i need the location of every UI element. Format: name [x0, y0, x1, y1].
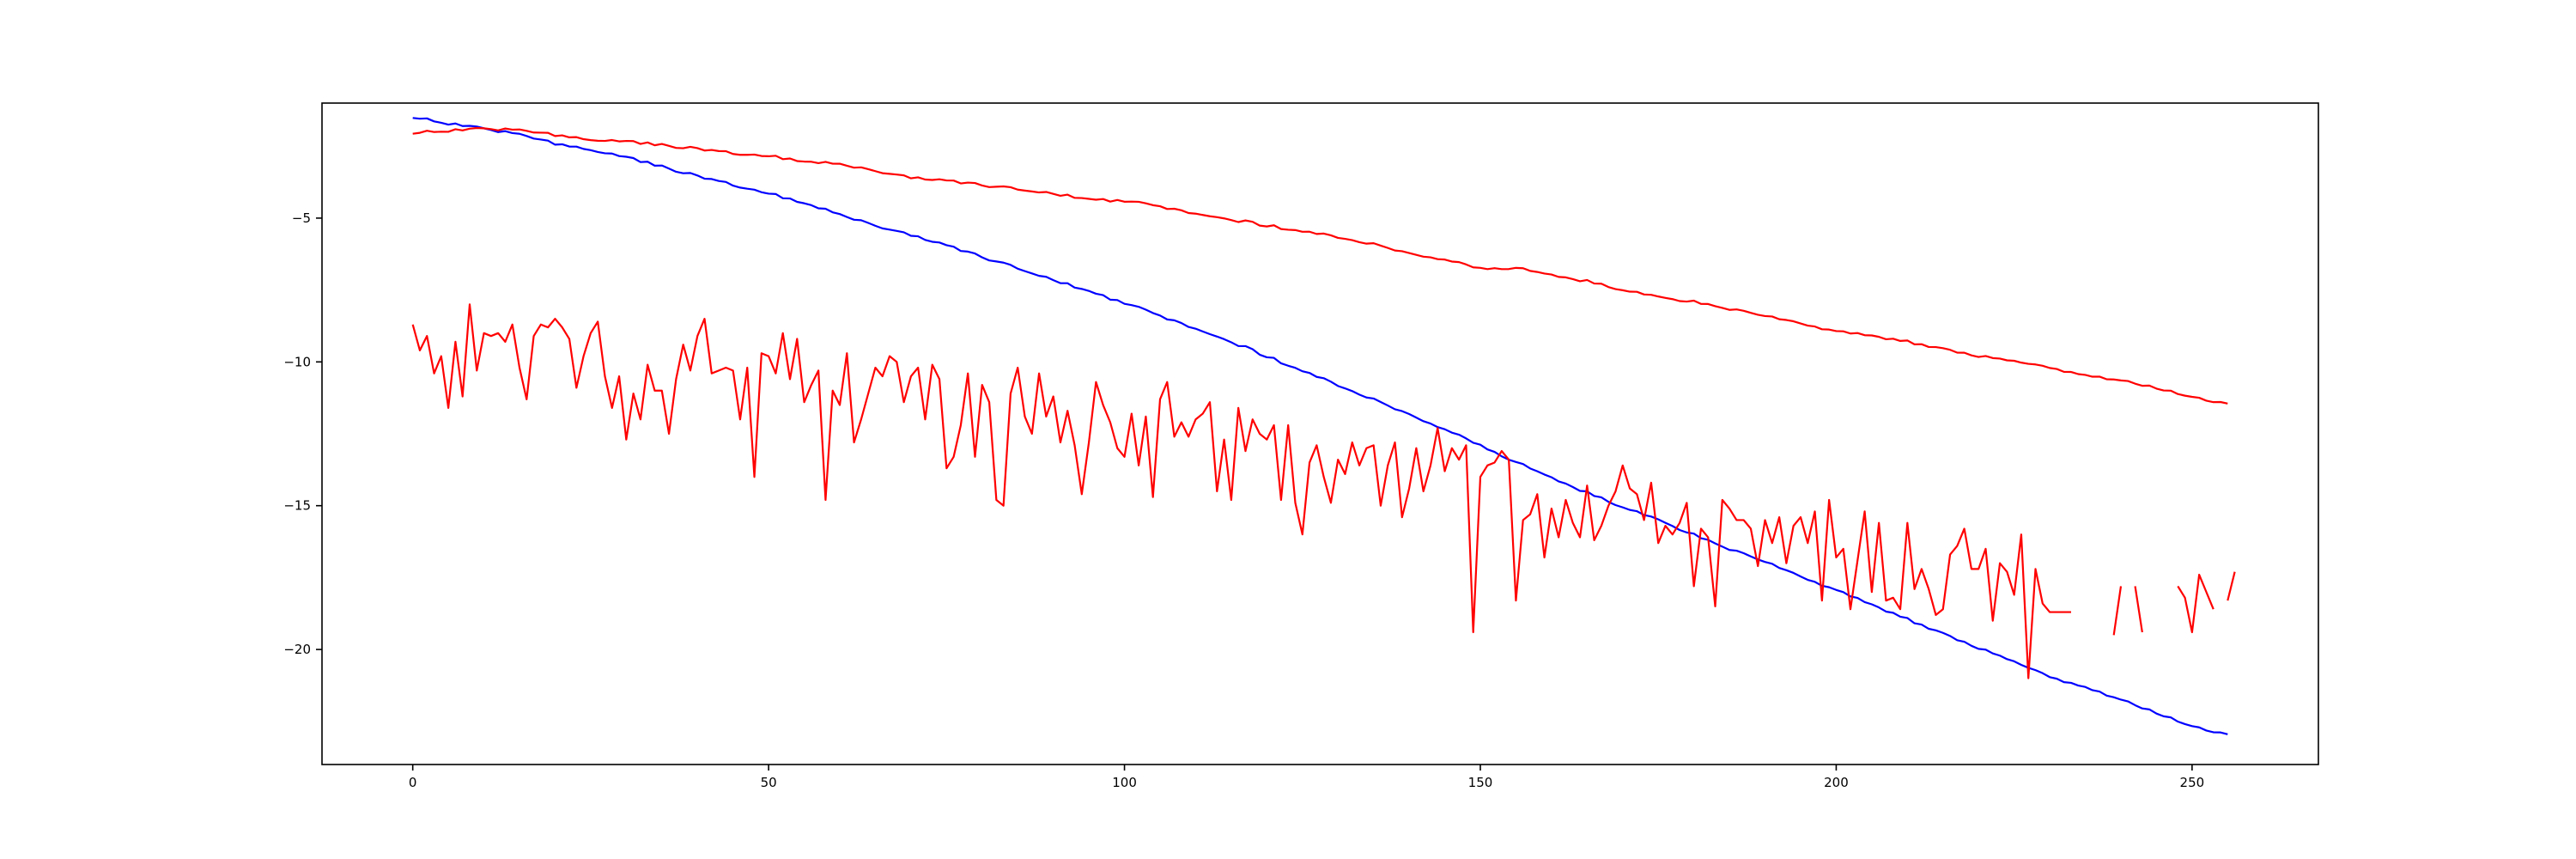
x-tick-label: 50 — [761, 775, 777, 790]
y-tick-label: −20 — [283, 642, 311, 657]
plot-frame — [321, 102, 2319, 765]
series-3-line-segment-4 — [2177, 573, 2215, 634]
series-3-line-segment-1 — [411, 303, 2071, 679]
series-3-line-segment-2 — [2112, 586, 2123, 636]
x-tick-label: 250 — [2180, 775, 2205, 790]
plot-background — [322, 103, 2318, 765]
series-3-line-segment-5 — [2227, 571, 2236, 601]
series-2-line-segment-1 — [412, 126, 2228, 405]
y-tick-label: −10 — [283, 354, 311, 369]
series-1-line-segment-1 — [412, 117, 2228, 735]
x-tick-label: 100 — [1112, 775, 1137, 790]
series-3-line-segment-3 — [2134, 586, 2143, 633]
x-tick-label: 0 — [409, 775, 417, 790]
y-tick-label: −5 — [292, 210, 311, 226]
y-tick-label: −15 — [283, 498, 311, 514]
x-tick-label: 200 — [1824, 775, 1849, 790]
tick-layer: 0 50 100 150 200 250 −5 −10 −15 −20 — [283, 210, 2204, 790]
x-tick-label: 150 — [1468, 775, 1493, 790]
series-layer — [411, 117, 2236, 735]
